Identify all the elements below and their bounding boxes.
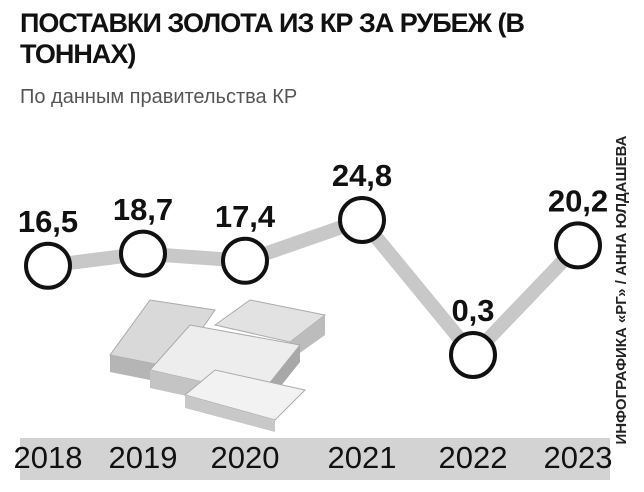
- x-tick-label: 2018: [14, 440, 83, 475]
- x-tick-label: 2023: [544, 440, 613, 475]
- credit: ИНФОГРАФИКА «РГ» / АННА ЮЛДАШЕВА: [613, 135, 630, 444]
- value-label: 20,2: [548, 184, 608, 219]
- point: [24, 241, 72, 290]
- year-band: [20, 438, 610, 480]
- point: [119, 229, 167, 278]
- value-label: 18,7: [113, 192, 173, 227]
- value-label: 16,5: [18, 204, 78, 239]
- chart-title: ПОСТАВКИ ЗОЛОТА ИЗ КР ЗА РУБЕЖ (В ТОННАХ…: [20, 8, 525, 69]
- x-tick-label: 2020: [211, 440, 280, 475]
- x-tick-label: 2021: [328, 440, 397, 475]
- point: [554, 221, 602, 270]
- chart-subtitle: По данным правительства КР: [20, 86, 298, 108]
- value-label: 24,8: [332, 158, 392, 193]
- point: [221, 236, 269, 285]
- x-tick-label: 2022: [439, 440, 508, 475]
- value-label: 17,4: [215, 199, 276, 234]
- point: [338, 196, 386, 244]
- point: [449, 331, 497, 379]
- x-tick-label: 2019: [109, 440, 178, 475]
- gold-bars-illustration: [109, 299, 327, 432]
- value-label: 0,3: [451, 293, 494, 328]
